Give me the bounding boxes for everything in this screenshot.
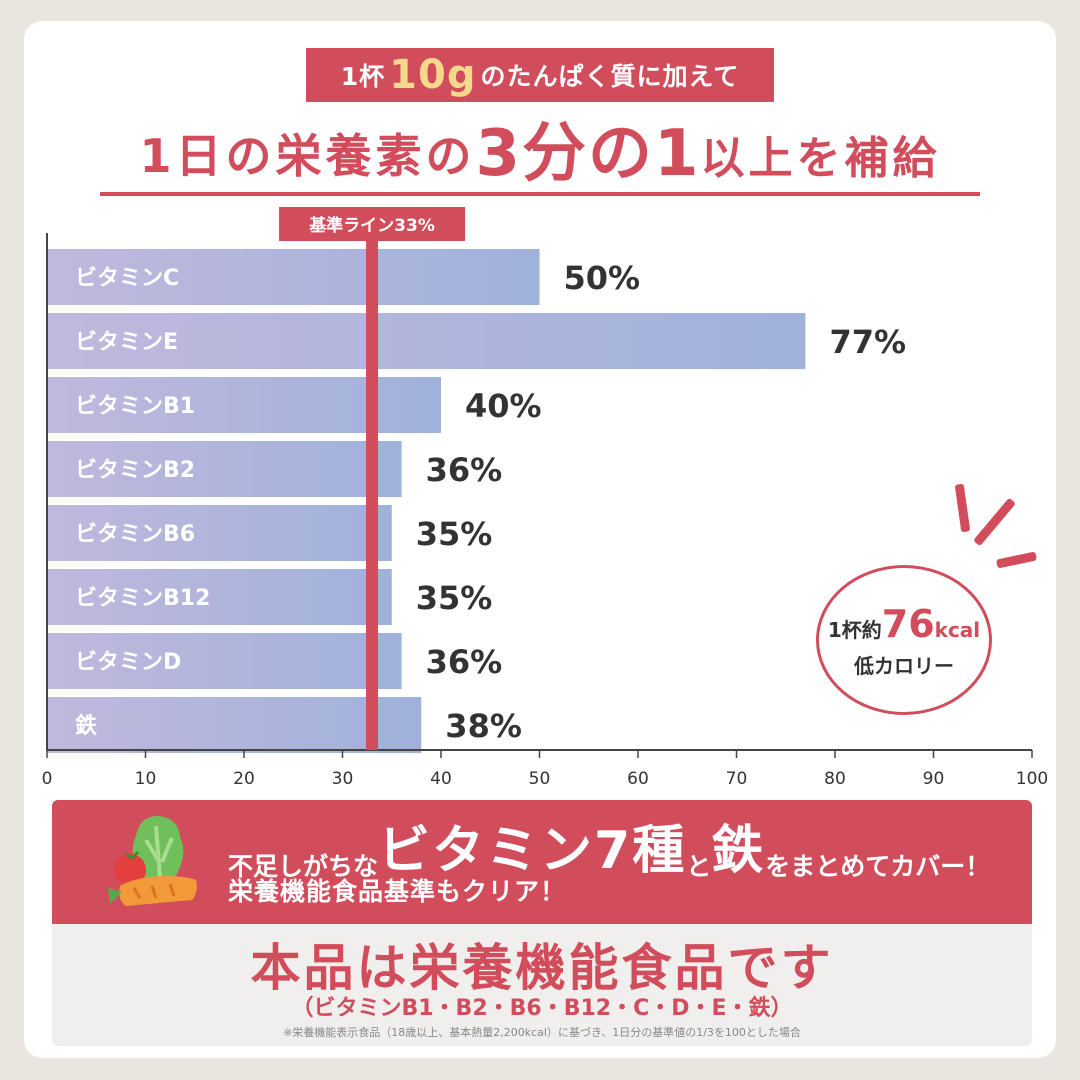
promo-line1-c: と xyxy=(686,852,712,881)
x-tick-label: 30 xyxy=(332,769,354,789)
x-tick-label: 70 xyxy=(726,769,748,789)
bar xyxy=(47,633,402,689)
bar-category-label: ビタミンC xyxy=(75,266,179,291)
headline-part2: 3分の1 xyxy=(475,117,701,191)
x-tick-label: 100 xyxy=(1016,769,1048,789)
x-tick-label: 80 xyxy=(824,769,846,789)
promo-panel xyxy=(52,800,1032,924)
top-banner: 1杯 10g のたんぱく質に加えて xyxy=(306,48,774,102)
calorie-line2: 低カロリー xyxy=(854,653,954,678)
bar-value-label: 77% xyxy=(829,323,906,361)
x-tick-label: 50 xyxy=(529,769,551,789)
footer-panel xyxy=(52,924,1032,1046)
calorie-number: 76 xyxy=(881,601,935,646)
promo-line1: 不足しがちな ビタミン7種 と 鉄 をまとめてカバー！ xyxy=(228,808,990,883)
bar xyxy=(47,697,422,753)
bar-category-label: ビタミンB12 xyxy=(75,586,210,611)
reference-label-box xyxy=(279,207,466,241)
promo-line1-a: 不足しがちな xyxy=(228,852,379,881)
bar-category-label: ビタミンE xyxy=(75,330,178,355)
bar-chart: ビタミンC 50% ビタミンE 77% ビタミンB1 40% ビタミンB2 36% ビタミンB6… xyxy=(42,207,1048,789)
bar-value-label: 36% xyxy=(426,643,503,681)
bar xyxy=(47,313,806,369)
bar-value-label: 38% xyxy=(445,707,522,745)
footer-title: 本品は栄養機能食品です xyxy=(250,939,834,997)
promo-line1-e: をまとめてカバー！ xyxy=(765,852,991,881)
headline: 1日の栄養素の 3分の1 以上を補給 xyxy=(100,118,980,196)
footer-note: ※栄養機能表示食品（18歳以上、基本熱量2,200kcal）に基づき、1日分の基… xyxy=(283,1026,801,1039)
x-tick-label: 0 xyxy=(42,769,53,789)
bar-value-label: 50% xyxy=(564,259,641,297)
promo-line1-d: 鉄 xyxy=(711,821,766,881)
bar-category-label: ビタミンB1 xyxy=(75,394,195,419)
calorie-line1: 1杯約76kcal xyxy=(828,602,980,646)
calorie-prefix: 1杯約 xyxy=(827,617,882,642)
x-tick-label: 40 xyxy=(430,769,452,789)
bar-category-label: ビタミンD xyxy=(75,650,181,675)
bar-category-label: ビタミンB2 xyxy=(75,458,195,483)
bar xyxy=(47,505,392,561)
headline-part3: 以上を補給 xyxy=(700,133,941,184)
banner-prefix: 1杯 xyxy=(340,62,386,91)
reference-line xyxy=(366,238,379,750)
headline-part1: 1日の栄養素の xyxy=(139,129,476,183)
calorie-unit: kcal xyxy=(934,617,981,642)
footer-subtitle: （ビタミンB1・B2・B6・B12・C・D・E・鉄） xyxy=(291,996,793,1021)
bar-category-label: ビタミンB6 xyxy=(75,522,195,547)
promo-line2: 栄養機能食品基準もクリア！ xyxy=(228,877,567,906)
bar-value-label: 35% xyxy=(416,579,493,617)
bar xyxy=(47,569,392,625)
x-tick-label: 60 xyxy=(627,769,649,789)
bar xyxy=(47,249,540,305)
bar xyxy=(47,441,402,497)
bar-value-label: 40% xyxy=(465,387,542,425)
calorie-badge: 1杯約76kcal 低カロリー xyxy=(816,565,992,715)
banner-amount: 10g xyxy=(389,52,477,98)
bar-value-label: 36% xyxy=(426,451,503,489)
x-tick-label: 90 xyxy=(923,769,945,789)
x-tick-label: 20 xyxy=(233,769,255,789)
bar-category-label: 鉄 xyxy=(75,713,97,739)
vegetables-icon xyxy=(108,816,197,906)
x-tick-label: 10 xyxy=(135,769,157,789)
banner-suffix: のたんぱく質に加えて xyxy=(480,62,740,91)
bar-value-label: 35% xyxy=(416,515,493,553)
promo-line1-b: ビタミン7種 xyxy=(378,821,687,881)
reference-label: 基準ライン33% xyxy=(308,215,435,236)
